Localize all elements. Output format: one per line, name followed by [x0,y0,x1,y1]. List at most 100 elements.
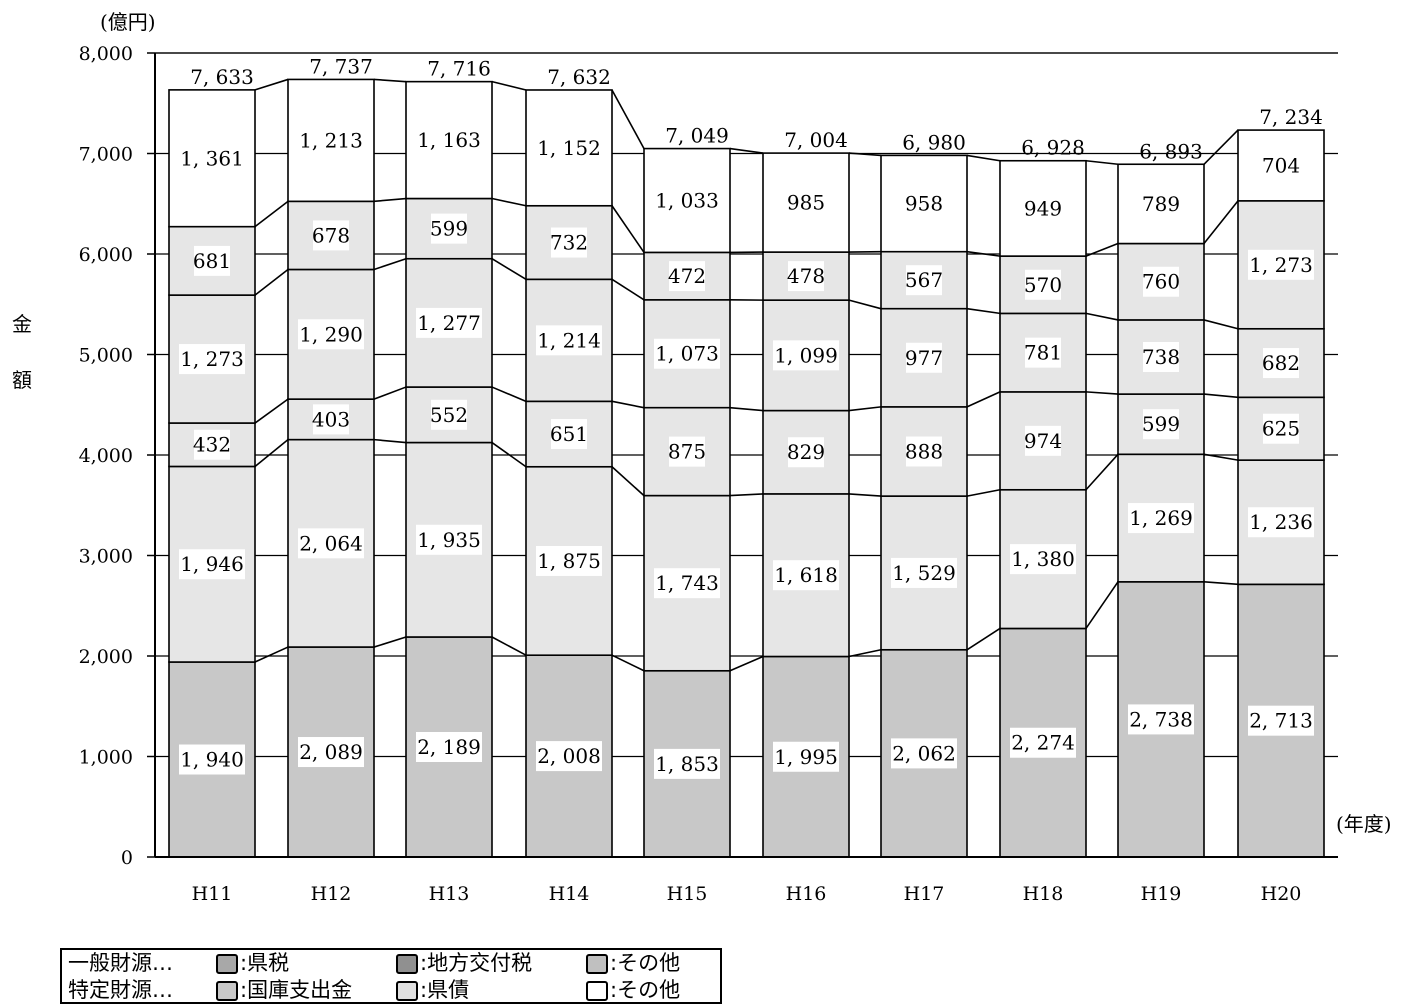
connector-line [966,250,1001,257]
connector-line [729,406,764,412]
connector-line [1203,319,1239,330]
connector-line [966,307,1001,315]
connector-line [254,439,289,468]
x-category-label: H14 [549,883,590,905]
bar-segment [880,250,968,310]
value-label: 625 [1262,417,1300,441]
y-tick-label: 0 [121,847,133,869]
y-tick-label: 2,000 [79,646,133,668]
x-category-label: H19 [1141,883,1182,905]
y-tick-label: 8,000 [79,43,133,65]
x-category-label: H12 [311,883,352,905]
y-axis-title-char: 額 [12,368,32,392]
value-labels: 1, 940 1, 946 432 1, 273 681 1, 361 7, 633 H11 2… [179,54,1323,905]
value-label: 829 [787,440,825,464]
y-tick-label: 5,000 [79,345,133,367]
value-label: 738 [1142,345,1180,369]
legend-item: :国庫支出金 [216,977,352,1004]
total-label: 7, 633 [190,65,254,89]
connector-line [491,258,527,281]
value-label-box [416,125,482,156]
value-label-box [1128,503,1194,534]
value-label: 704 [1262,153,1300,177]
total-label: 6, 893 [1139,139,1203,163]
legend-label: :県債 [420,978,470,1002]
value-label: 472 [668,264,706,288]
value-label-box [773,340,839,371]
legend-swatch [396,953,418,974]
value-label-box [1143,188,1179,219]
connector-line [848,648,882,658]
value-label: 2, 738 [1129,707,1193,731]
value-label: 1, 529 [892,561,956,585]
value-label-box [1143,266,1179,297]
value-label: 958 [905,192,943,216]
legend-item: :その他 [586,950,680,977]
y-tick-label: 3,000 [79,546,133,568]
value-label: 1, 213 [299,128,363,152]
value-label: 1, 946 [180,552,244,576]
connector-line [1203,129,1239,165]
value-label: 681 [193,249,231,273]
value-label: 403 [312,407,350,431]
value-label-box [1025,425,1061,456]
value-label: 1, 853 [655,752,719,776]
value-label: 682 [1262,351,1300,375]
value-label-box [536,545,602,576]
value-label-box [669,261,705,292]
value-label-box [1143,342,1179,373]
value-label-box [906,188,942,219]
value-label-box [551,227,587,258]
value-label: 478 [787,264,825,288]
value-label-box [179,344,245,375]
value-label: 977 [905,346,943,370]
connector-line [966,488,1001,497]
y-axis-title-char: 金 [12,312,32,336]
value-label-box [788,437,824,468]
legend-item: :県税 [216,950,289,977]
value-label-box [298,737,364,768]
value-label: 1, 743 [655,571,719,595]
value-label: 570 [1024,273,1062,297]
legend-row-general: 一般財源… :県税 :地方交付税 :その他 [68,950,718,977]
connector-line [373,257,407,271]
value-label: 781 [1024,341,1062,365]
value-label-box [654,568,720,599]
value-label-box [313,404,349,435]
connector-line [611,205,645,253]
value-label-box [906,436,942,467]
connector-line [1085,453,1119,491]
connector-line [491,386,527,403]
value-label: 1, 099 [774,343,838,367]
bar-segment [762,152,850,253]
value-label: 1, 618 [774,563,838,587]
legend-item: :県債 [396,977,469,1004]
connector-line [254,268,289,296]
connector-line [373,438,407,444]
value-label: 1, 940 [180,748,244,772]
connector-line [491,197,527,207]
connector-line [254,646,289,663]
x-category-label: H13 [429,883,470,905]
value-label: 2, 089 [299,740,363,764]
y-tick-label: 6,000 [79,244,133,266]
connector-line [611,89,645,149]
value-label: 1, 273 [180,347,244,371]
value-label-box [891,738,957,769]
connector-line [1203,453,1239,461]
legend-item: :その他 [586,977,680,1004]
connector-line [373,636,407,648]
value-label-box [1010,727,1076,758]
value-label-box [1263,413,1299,444]
connector-line [966,391,1001,408]
legend-label: :その他 [610,951,681,975]
total-label: 7, 049 [665,124,729,148]
value-label: 760 [1142,270,1180,294]
value-label-box [1025,269,1061,300]
value-label-box [788,187,824,218]
value-label-box [536,132,602,163]
connector-line [1203,200,1239,245]
connector-line [373,78,407,83]
value-label: 651 [550,422,588,446]
connector-line [729,655,764,672]
